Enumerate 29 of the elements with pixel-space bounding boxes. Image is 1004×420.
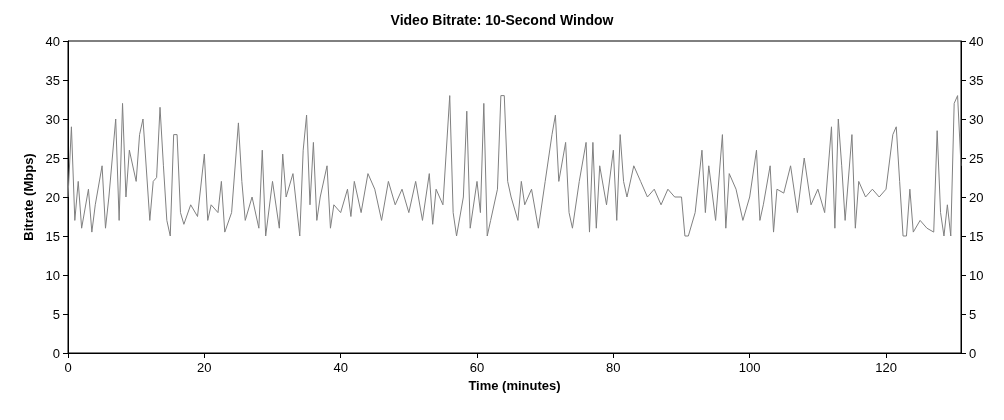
y2-tick-label: 40 xyxy=(969,33,984,49)
y2-tick-label: 10 xyxy=(969,267,984,283)
y-tick-label: 0 xyxy=(52,345,60,361)
y2-tick-label: 0 xyxy=(969,345,977,361)
y-tick-label: 5 xyxy=(52,306,60,322)
y2-tick-label: 35 xyxy=(969,72,984,88)
chart-title: Video Bitrate: 10-Second Window xyxy=(390,12,614,28)
y2-tick-label: 25 xyxy=(969,150,984,166)
x-tick-label: 80 xyxy=(606,360,621,375)
y-tick-label: 40 xyxy=(45,33,60,49)
y-tick-label: 20 xyxy=(45,189,60,205)
x-tick-label: 120 xyxy=(875,360,897,375)
y-tick-label: 25 xyxy=(45,150,60,166)
x-tick-label: 20 xyxy=(197,360,212,375)
y2-tick-label: 5 xyxy=(969,306,977,322)
y-tick-label: 35 xyxy=(45,72,60,88)
y-tick-label: 10 xyxy=(45,267,60,283)
x-axis-title: Time (minutes) xyxy=(468,377,561,393)
x-tick-label: 100 xyxy=(738,360,761,375)
y2-tick-label: 20 xyxy=(969,189,984,205)
y-tick-label: 30 xyxy=(45,111,60,127)
x-tick-label: 60 xyxy=(469,360,485,375)
y-axis-title: Bitrate (Mbps) xyxy=(20,153,36,241)
x-tick-label: 40 xyxy=(333,360,348,375)
x-tick-label: 0 xyxy=(64,360,72,375)
line-series xyxy=(67,95,962,237)
y2-tick-label: 30 xyxy=(969,111,984,127)
y2-tick-label: 15 xyxy=(969,228,984,244)
y-tick-label: 15 xyxy=(45,228,60,244)
